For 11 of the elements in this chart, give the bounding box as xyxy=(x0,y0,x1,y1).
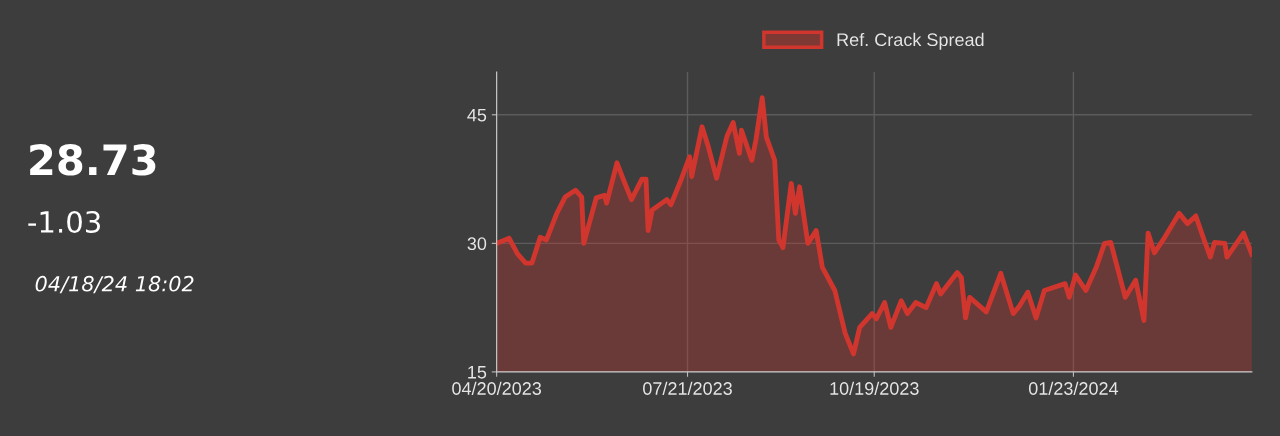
x-tick-label: 10/19/2023 xyxy=(830,381,919,395)
text: 04/18/24 18:02 xyxy=(35,275,194,294)
y-tick-label: 30 xyxy=(467,237,487,251)
text: 28.73 xyxy=(30,144,156,176)
x-tick-label: 07/21/2023 xyxy=(643,381,732,395)
x-tick-label: 01/23/2024 xyxy=(1028,381,1119,395)
y-tick-label: 45 xyxy=(467,108,487,122)
legend-label: Ref. Crack Spread xyxy=(837,32,984,50)
y-tick-label: 15 xyxy=(468,366,487,379)
text: -1.03 xyxy=(28,210,101,233)
x-tick-label: 04/20/2023 xyxy=(452,381,542,395)
